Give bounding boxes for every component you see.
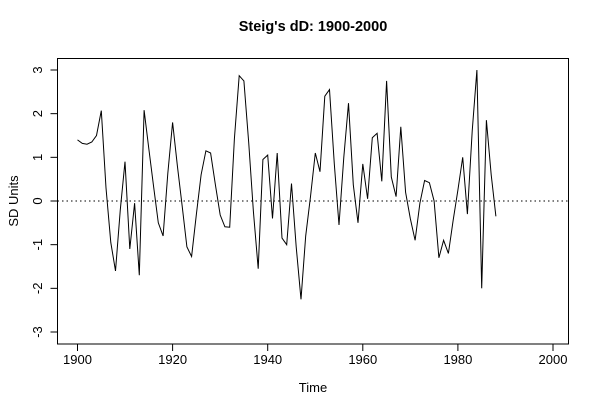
time-series-line [77, 69, 497, 300]
y-tick-label: 1 [30, 154, 45, 161]
x-tick-label: 1980 [443, 352, 472, 367]
x-tick-label: 1960 [348, 352, 377, 367]
y-tick-label: -1 [30, 239, 45, 251]
y-tick-label: -2 [30, 283, 45, 295]
y-tick-label: 2 [30, 110, 45, 117]
y-axis: -3 -2 -1 0 1 2 3 [30, 66, 58, 338]
chart-title: Steig's dD: 1900-2000 [239, 19, 388, 35]
y-tick-label: 0 [30, 197, 45, 204]
x-tick-label: 2000 [539, 352, 568, 367]
x-axis-title: Time [299, 380, 327, 395]
y-tick-label: -3 [30, 326, 45, 338]
x-axis: 1900 1920 1940 1960 1980 2000 [63, 344, 567, 367]
y-axis-title: SD Units [6, 175, 21, 227]
x-tick-label: 1920 [158, 352, 187, 367]
x-tick-label: 1940 [253, 352, 282, 367]
x-tick-label: 1900 [63, 352, 92, 367]
y-tick-label: 3 [30, 66, 45, 73]
